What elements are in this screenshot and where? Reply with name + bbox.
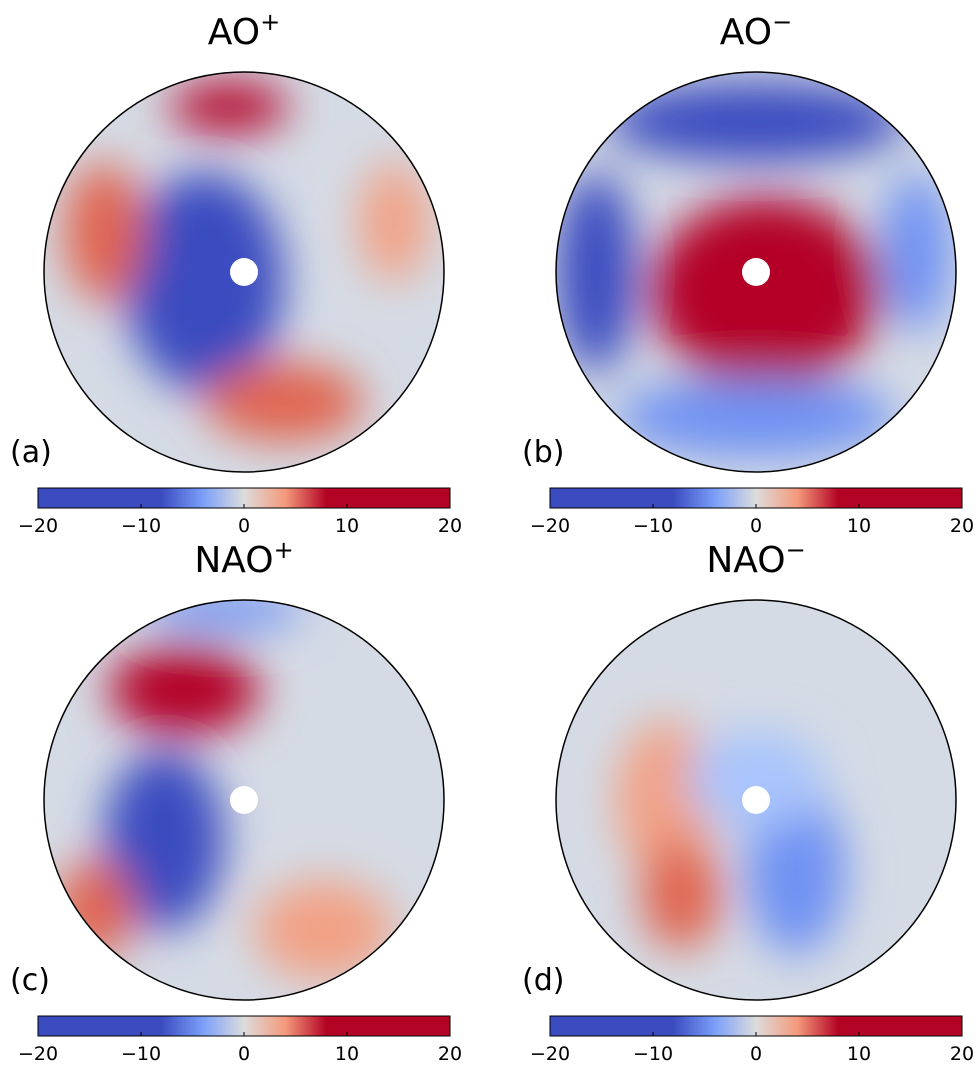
field-blob [169,82,289,132]
pole [742,786,770,814]
panel: NAO− (d) −20 −10 0 10 20 [522,536,974,1065]
colorbar-tick-label: 10 [335,1043,359,1065]
pole [230,786,258,814]
colorbar-tick-label: 20 [438,1043,462,1065]
map-border [555,71,957,473]
panel: NAO+ (c) −20 −10 0 10 20 [10,536,462,1065]
field-blob [556,172,636,372]
panel-title: NAO+ [194,536,293,581]
colorbar-tick-label: 0 [750,1043,762,1065]
panel-label: (c) [10,963,50,998]
field-blob [616,720,716,880]
field-blob [641,840,721,950]
pole [230,258,258,286]
panel-title: AO+ [208,8,280,53]
map-border [555,599,957,1001]
colorbar-tick-label: −10 [121,515,161,537]
field [556,82,951,457]
title-text: AO [720,12,772,53]
colorbar-tick-label: −20 [18,1043,58,1065]
colorbar-tick-label: −20 [530,515,570,537]
field-blob [881,172,951,332]
field-blob [109,645,259,735]
title-text: AO [208,12,260,53]
colorbar-tick-label: −10 [633,1043,673,1065]
colorbar-tick-label: 10 [847,1043,871,1065]
field-blob [616,377,896,457]
map-border [43,71,445,473]
panel: AO+ (a) −20 −10 0 10 20 [10,8,462,537]
colorbar-tick-label: 10 [847,515,871,537]
field-blob [359,162,429,282]
colorbar-tick-label: −20 [530,1043,570,1065]
field-blob [64,162,144,302]
field-blob [124,172,284,392]
colorbar-tick-label: 0 [750,515,762,537]
colorbar-tick-label: 20 [950,515,974,537]
field-blob [606,82,906,162]
panel-title: AO− [720,8,792,53]
panel-label: (d) [522,963,564,998]
field [616,720,846,955]
colorbar-tick-label: 20 [438,515,462,537]
field-blob [686,730,826,830]
field-blob [204,362,364,442]
title-superscript: + [260,8,280,36]
title-superscript: + [274,536,294,564]
colorbar-tick-label: 0 [238,515,250,537]
panel: AO− (b) −20 −10 0 10 20 [522,8,974,537]
panel-title: NAO− [706,536,805,581]
map-border [43,599,445,1001]
pole [742,258,770,286]
field-blob [104,750,224,930]
title-text: NAO [706,540,785,581]
field-blob [54,860,134,960]
title-text: NAO [194,540,273,581]
field-blob [254,880,394,980]
colorbar-tick-label: −10 [633,515,673,537]
field-blob [144,600,304,630]
title-superscript: − [772,8,792,36]
panel-label: (a) [10,435,52,470]
colorbar-tick-label: −20 [18,515,58,537]
colorbar-tick-label: −10 [121,1043,161,1065]
field-blob [651,197,881,387]
colorbar-tick-label: 10 [335,515,359,537]
panel-label: (b) [522,435,564,470]
colorbar-tick-label: 0 [238,1043,250,1065]
title-superscript: − [786,536,806,564]
colorbar-tick-label: 20 [950,1043,974,1065]
field [64,82,429,442]
